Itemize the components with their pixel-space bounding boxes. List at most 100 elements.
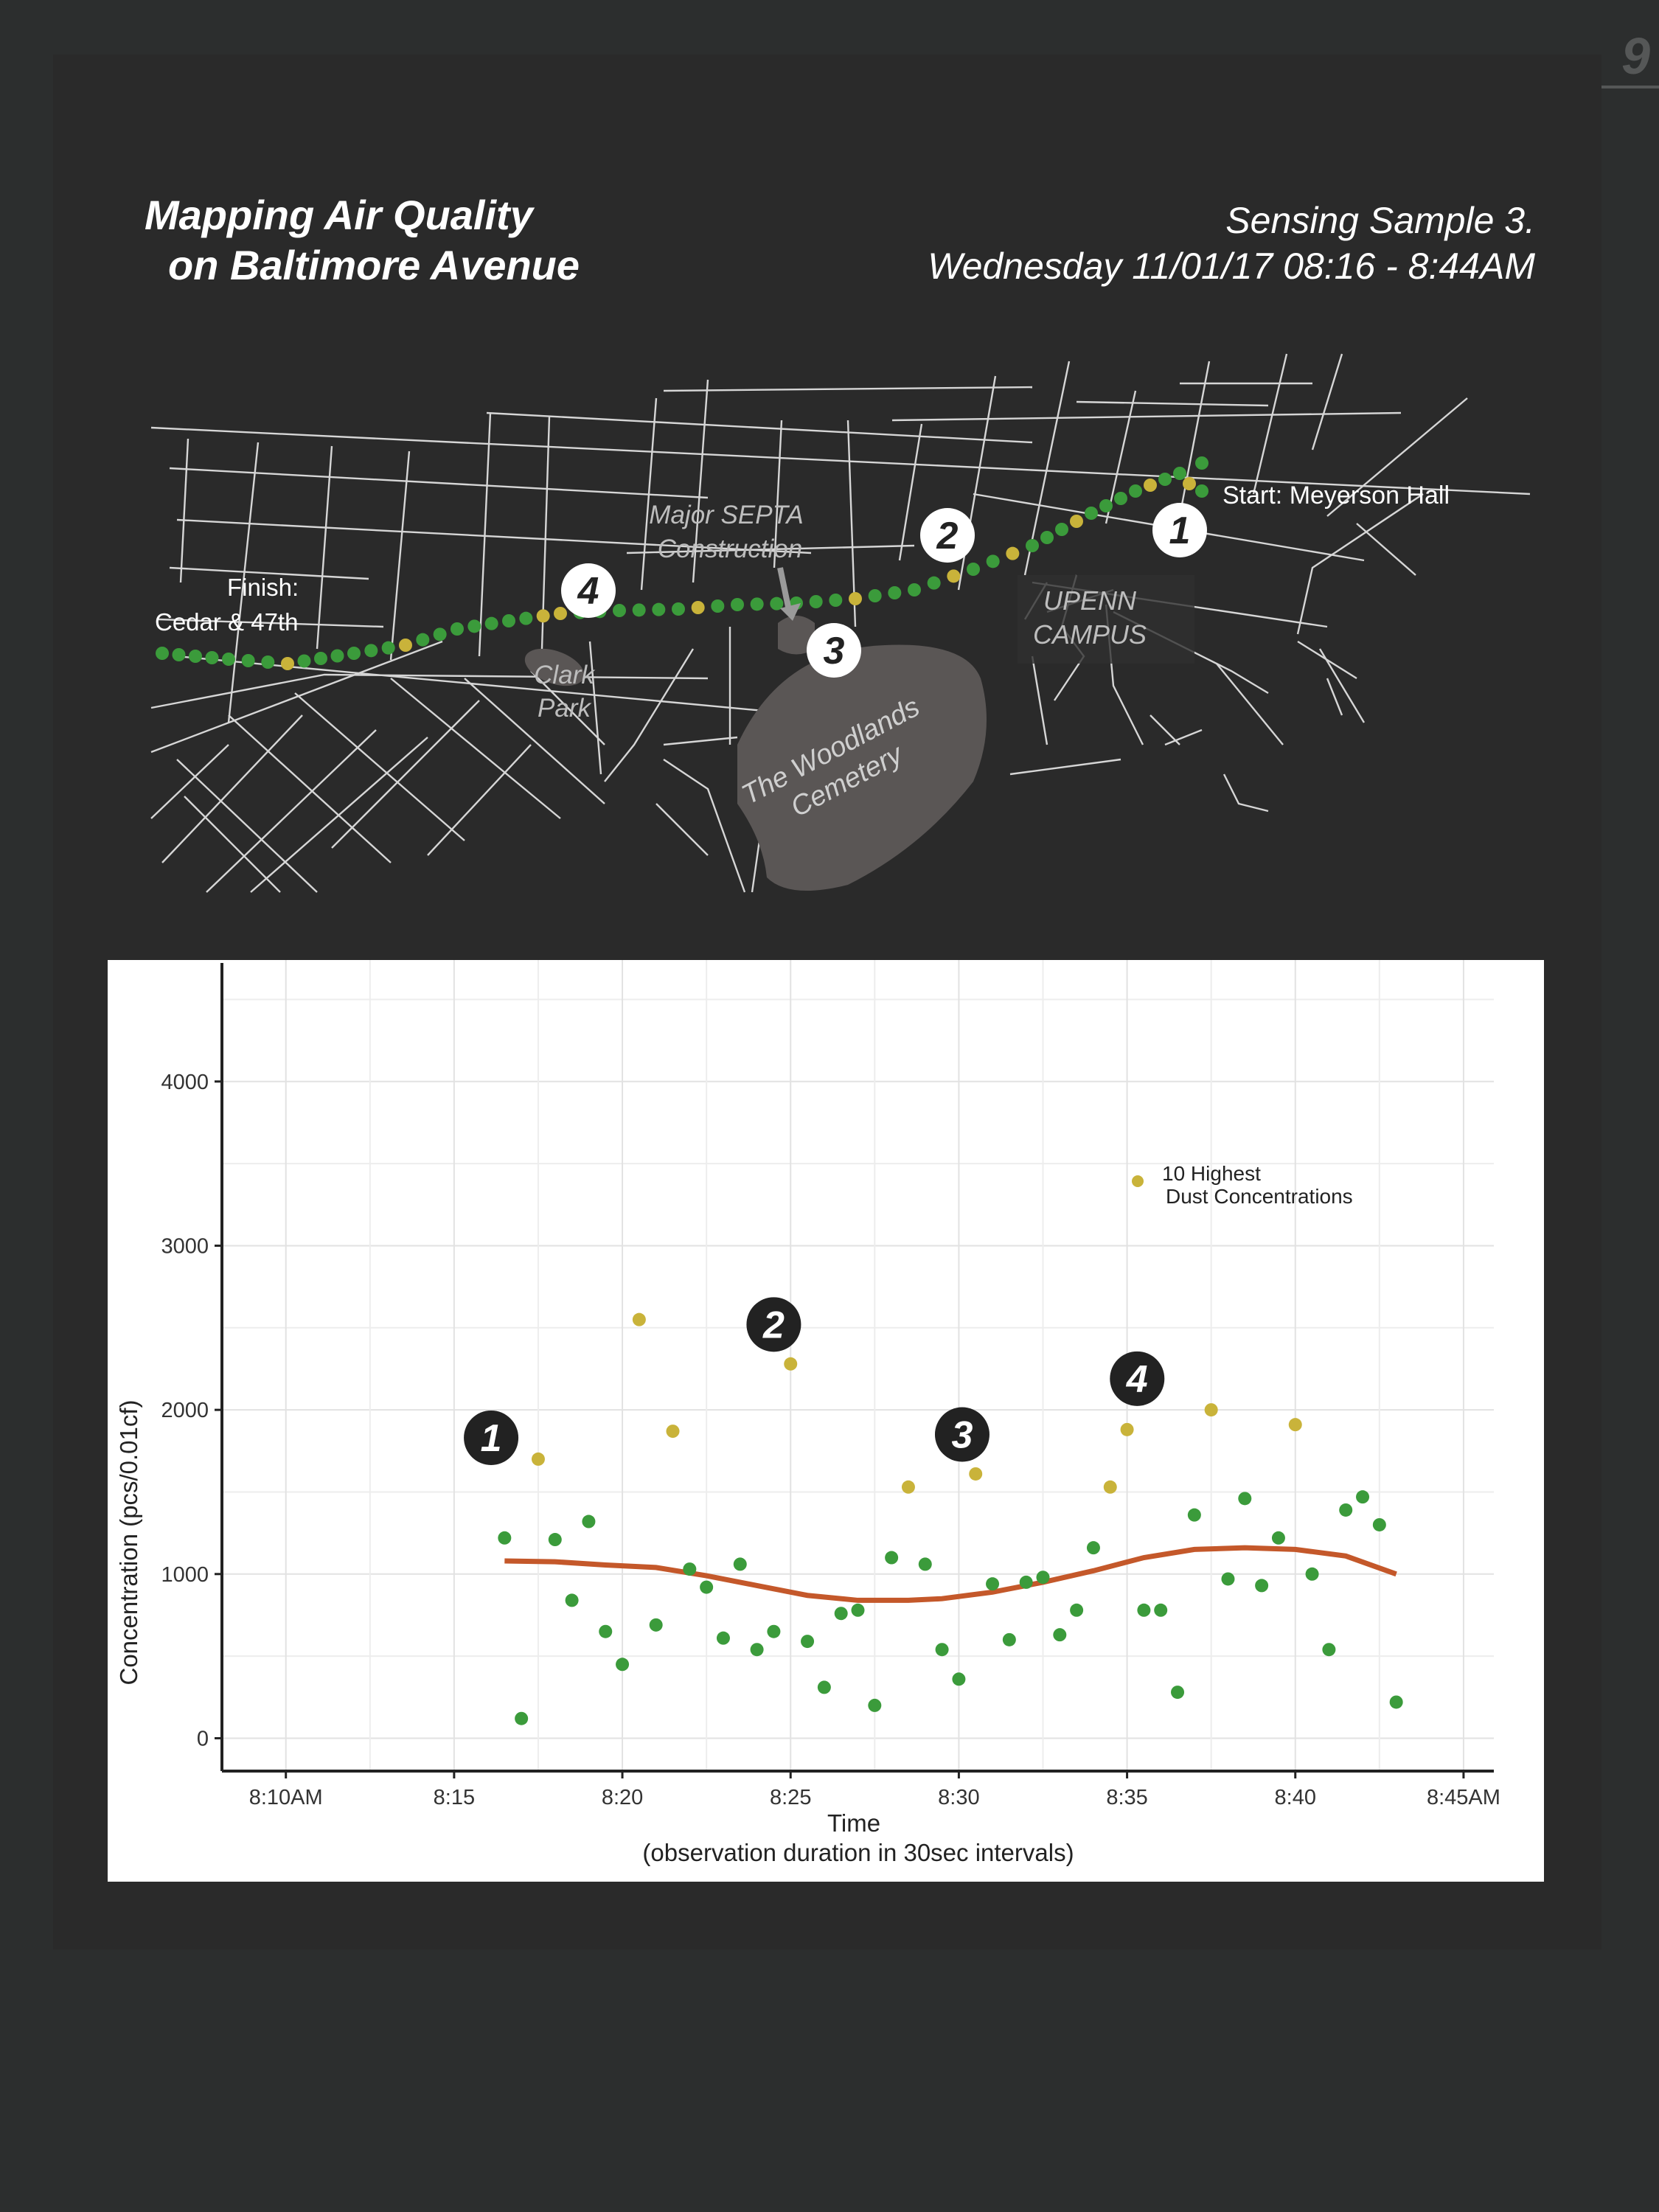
x-axis-subtitle: (observation duration in 30sec intervals… (642, 1839, 1074, 1866)
map-marker-3: 3 (807, 623, 861, 678)
clark-park-area (524, 648, 585, 686)
annotation-label-1: 1 (481, 1417, 502, 1460)
concentration-point (515, 1711, 529, 1725)
high-concentration-point (901, 1480, 915, 1494)
route-point (613, 604, 626, 617)
concentration-point (1305, 1567, 1319, 1581)
construction-area (778, 616, 815, 655)
map-campus-label-2: CAMPUS (1033, 619, 1147, 650)
chart-points (498, 1312, 1403, 1725)
concentration-point (498, 1531, 512, 1545)
concentration-point (716, 1631, 730, 1645)
route-point (330, 649, 344, 663)
route-point (947, 569, 961, 583)
route-point (156, 647, 169, 660)
route-point (672, 602, 685, 616)
route-point (967, 563, 980, 576)
route-point (1183, 477, 1196, 490)
concentration-point (834, 1607, 848, 1621)
route-point (750, 597, 764, 611)
y-tick-label: 2000 (161, 1399, 209, 1422)
concentration-point (649, 1618, 663, 1632)
route-point (927, 576, 941, 590)
concentration-point (548, 1533, 562, 1547)
page-number-rule (1591, 86, 1659, 88)
map-marker-1: 1 (1152, 503, 1207, 557)
route-point (433, 627, 447, 641)
route-points (156, 456, 1208, 670)
concentration-point (1086, 1541, 1100, 1555)
concentration-point (565, 1593, 579, 1607)
route-point (554, 607, 567, 620)
route-point (1173, 467, 1186, 480)
x-tick-label: 8:30 (938, 1786, 979, 1809)
chart-legend: 10 Highest Dust Concentrations (1132, 1162, 1353, 1208)
concentration-point (817, 1680, 831, 1694)
route-point (1158, 473, 1172, 486)
campus-area (1018, 575, 1194, 664)
route-point (731, 598, 744, 611)
concentration-point (868, 1698, 882, 1712)
concentration-point (1053, 1628, 1067, 1642)
high-concentration-point (1288, 1418, 1302, 1432)
concentration-point (1255, 1579, 1269, 1593)
concentration-point (1339, 1503, 1353, 1517)
concentration-point (986, 1577, 1000, 1591)
route-point (1195, 456, 1208, 470)
route-map: Start: Meyerson Hall Finish: Cedar & 47t… (150, 353, 1531, 893)
map-construction-label-2: Construction (658, 535, 802, 563)
route-point (502, 614, 515, 627)
concentration-point (1019, 1575, 1033, 1589)
concentration-point (733, 1557, 747, 1571)
route-point (1055, 523, 1068, 536)
svg-text:2: 2 (936, 515, 959, 557)
map-marker-2: 2 (920, 508, 975, 563)
chart-axes: 0 1000 2000 3000 4000 8:10AM 8:15 8:20 8:25 8:30 8… (161, 963, 1500, 1809)
annotation-label-3: 3 (952, 1414, 973, 1457)
construction-arrow-icon (777, 567, 792, 611)
map-start-label: Start: Meyerson Hall (1222, 481, 1450, 509)
route-point (829, 594, 843, 607)
annotation-marker-1 (464, 1410, 519, 1465)
x-tick-label: 8:35 (1106, 1786, 1147, 1809)
map-finish-label-2: Cedar & 47th (155, 608, 298, 636)
concentration-point (1238, 1492, 1252, 1506)
concentration-point (582, 1514, 596, 1528)
concentration-point (952, 1672, 966, 1686)
route-point (172, 648, 186, 661)
route-point (467, 619, 481, 633)
concentration-chart: 0 1000 2000 3000 4000 8:10AM 8:15 8:20 8:25 8:30 8… (115, 960, 1500, 1866)
concentration-point (750, 1643, 764, 1657)
high-concentration-point (784, 1357, 798, 1371)
high-concentration-point (1103, 1480, 1117, 1494)
route-point (888, 586, 902, 599)
trend-line (504, 1545, 1397, 1603)
svg-text:1: 1 (1169, 509, 1191, 552)
map-finish-label-1: Finish: (227, 574, 299, 601)
high-concentration-point (531, 1452, 545, 1466)
high-concentration-point (632, 1312, 646, 1326)
concentration-point (767, 1624, 781, 1638)
sample-line-1: Sensing Sample 3. (1225, 200, 1535, 241)
map-campus-label-1: UPENN (1043, 585, 1137, 616)
annotation-label-2: 2 (762, 1304, 785, 1346)
route-point (314, 652, 327, 665)
x-axis-title: Time (827, 1809, 880, 1837)
route-point (1099, 499, 1113, 512)
legend-marker (1132, 1175, 1144, 1187)
route-point (222, 653, 235, 666)
concentration-point (935, 1643, 949, 1657)
y-tick-label: 4000 (161, 1071, 209, 1094)
route-point (711, 599, 725, 613)
y-axis-title: Concentration (pcs/0.01cf) (115, 1399, 142, 1685)
route-point (451, 622, 464, 636)
route-point (536, 609, 550, 623)
route-point (849, 592, 862, 605)
route-point (691, 601, 705, 614)
concentration-point (1389, 1695, 1403, 1709)
x-tick-label: 8:15 (434, 1786, 475, 1809)
title-line-2: on Baltimore Avenue (168, 242, 580, 288)
route-point (908, 583, 921, 597)
route-point (1195, 484, 1208, 498)
concentration-point (1036, 1571, 1050, 1585)
